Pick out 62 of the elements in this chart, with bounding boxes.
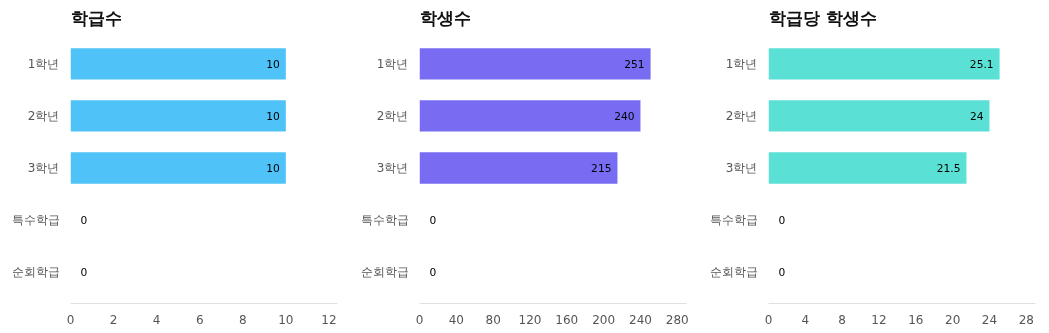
x-tick-label: 240 (629, 312, 652, 327)
data-label: 0 (80, 214, 88, 228)
y-tick-label: 특수학급 (360, 213, 409, 228)
y-tick-label: 1학년 (376, 56, 409, 71)
data-label: 251 (624, 57, 645, 71)
x-tick-label: 0 (764, 312, 773, 327)
y-tick-label: 3학년 (725, 161, 758, 175)
x-tick-label: 2 (109, 312, 118, 327)
bar (419, 100, 641, 132)
x-tick-label: 8 (838, 312, 846, 327)
bar (419, 152, 618, 184)
data-label: 0 (778, 266, 786, 280)
data-label: 0 (80, 266, 88, 280)
data-label: 240 (614, 109, 635, 123)
bar (768, 48, 1000, 80)
y-tick-label: 1학년 (27, 56, 60, 71)
data-label: 10 (266, 57, 281, 71)
x-tick-label: 0 (415, 312, 424, 327)
x-tick-label: 12 (321, 312, 337, 327)
x-tick-label: 6 (195, 312, 204, 327)
x-tick-label: 8 (238, 312, 247, 327)
x-tick-label: 4 (801, 312, 810, 327)
x-tick-label: 4 (152, 312, 161, 327)
data-label: 0 (429, 214, 437, 228)
x-tick-label: 280 (665, 312, 689, 327)
x-tick-label: 12 (871, 312, 887, 327)
y-tick-label: 특수학급 (11, 213, 60, 228)
y-tick-label: 순회학급 (360, 265, 409, 280)
bar (768, 152, 967, 184)
y-tick-label: 순회학급 (11, 265, 60, 280)
x-tick-label: 16 (908, 312, 924, 327)
data-label: 10 (266, 109, 281, 123)
data-label: 0 (778, 214, 786, 228)
data-label: 10 (266, 162, 281, 175)
x-tick-label: 160 (555, 312, 579, 327)
bar (768, 100, 990, 132)
bar (419, 48, 651, 80)
y-tick-label: 2학년 (725, 108, 758, 123)
x-tick-label: 120 (518, 312, 542, 327)
x-tick-label: 200 (592, 312, 616, 327)
x-tick-label: 40 (448, 312, 464, 327)
x-tick-label: 24 (981, 312, 998, 327)
y-tick-label: 3학년 (376, 161, 409, 175)
data-label: 21.5 (936, 162, 961, 175)
x-tick-label: 20 (945, 312, 961, 327)
x-tick-label: 80 (485, 312, 501, 327)
x-tick-label: 10 (278, 312, 294, 327)
chart-title: 학생수 (419, 7, 471, 28)
y-tick-label: 2학년 (27, 108, 60, 123)
data-label: 0 (429, 266, 437, 280)
chart-title: 학급당 학생수 (768, 7, 877, 28)
y-tick-label: 특수학급 (709, 213, 758, 228)
data-label: 24 (969, 109, 984, 123)
y-tick-label: 순회학급 (709, 265, 758, 280)
x-tick-label: 28 (1018, 312, 1034, 327)
x-tick-label: 0 (66, 312, 75, 327)
y-tick-label: 3학년 (27, 161, 60, 175)
data-label: 215 (591, 162, 612, 175)
y-tick-label: 1학년 (725, 56, 758, 71)
y-tick-label: 2학년 (376, 108, 409, 123)
data-label: 25.1 (969, 57, 994, 71)
chart-title: 학급수 (70, 7, 122, 28)
